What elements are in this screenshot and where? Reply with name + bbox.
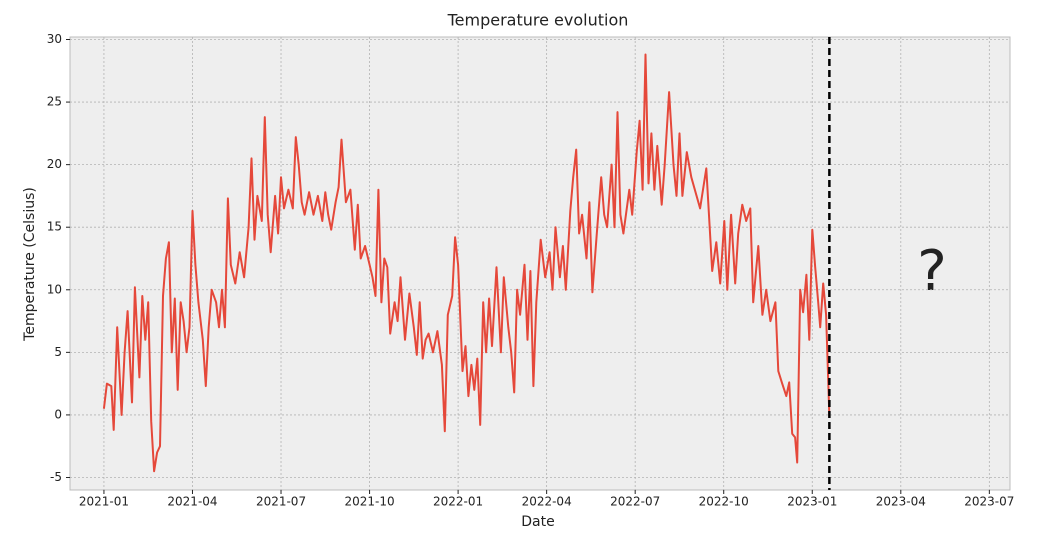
x-tick-label: 2021-04 <box>167 495 217 509</box>
y-tick-label: 30 <box>47 32 62 46</box>
x-axis-label: Date <box>521 514 554 530</box>
y-tick-label: 20 <box>47 157 62 171</box>
x-tick-label: 2023-04 <box>876 495 926 509</box>
y-axis-label: Temperature (Celsius) <box>22 187 38 342</box>
y-tick-label: -5 <box>50 470 62 484</box>
chart-title: Temperature evolution <box>447 11 629 30</box>
y-tick-label: 15 <box>47 220 62 234</box>
y-tick-label: 0 <box>54 407 62 421</box>
x-tick-label: 2021-07 <box>256 495 306 509</box>
x-tick-label: 2022-04 <box>522 495 572 509</box>
x-tick-label: 2022-01 <box>433 495 483 509</box>
x-tick-label: 2021-10 <box>344 495 394 509</box>
x-tick-label: 2023-07 <box>964 495 1014 509</box>
y-tick-label: 25 <box>47 95 62 109</box>
x-tick-label: 2022-07 <box>610 495 660 509</box>
data-line <box>102 53 831 473</box>
y-tick-label: 5 <box>54 345 62 359</box>
x-tick-label: 2021-01 <box>79 495 129 509</box>
annotation: ? <box>917 239 947 304</box>
x-tick-label: 2022-10 <box>699 495 749 509</box>
y-tick-label: 10 <box>47 282 62 296</box>
x-tick-label: 2023-01 <box>787 495 837 509</box>
